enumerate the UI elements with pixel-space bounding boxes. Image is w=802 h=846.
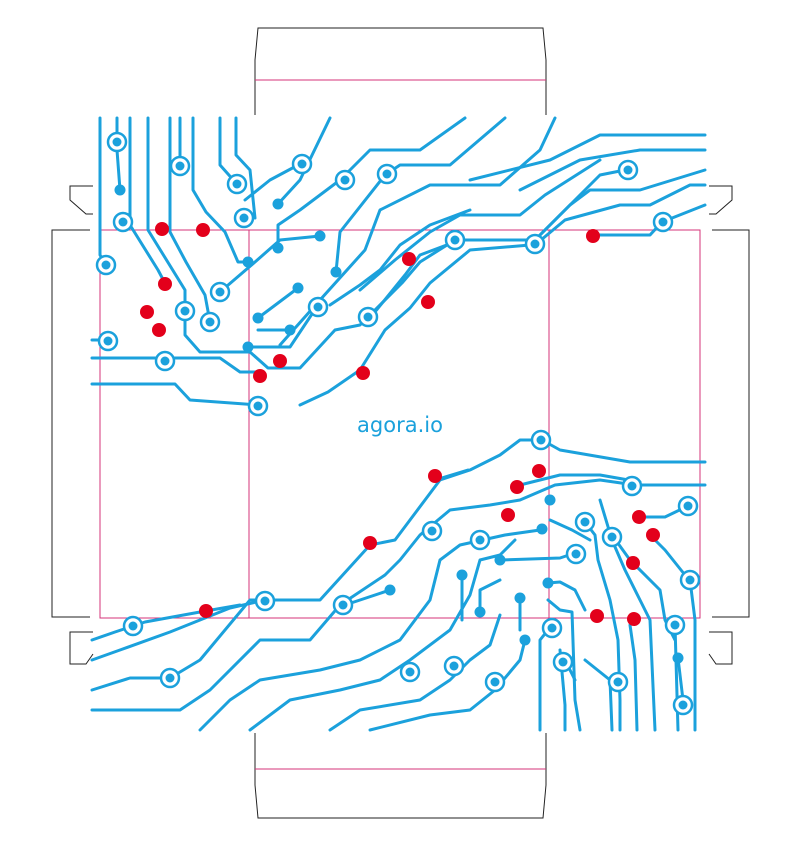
red-node xyxy=(590,609,604,623)
solid-dot-node xyxy=(544,494,556,506)
ring-node-center xyxy=(670,620,680,630)
ring-node-center xyxy=(205,317,215,327)
ring-node-center xyxy=(580,517,590,527)
dieline-fold-lines xyxy=(99,79,701,770)
ring-node-center xyxy=(547,623,557,633)
circuit-solid-dots xyxy=(114,184,684,664)
red-node xyxy=(356,366,370,380)
circuit-traces-lower xyxy=(90,438,707,732)
red-node xyxy=(626,556,640,570)
ring-node-center xyxy=(613,677,623,687)
red-node xyxy=(627,612,641,626)
solid-dot-node xyxy=(542,577,554,589)
red-node xyxy=(510,480,524,494)
ring-node-center xyxy=(118,217,128,227)
ring-node-center xyxy=(382,169,392,179)
ring-node-center xyxy=(427,526,437,536)
solid-dot-node xyxy=(536,523,548,535)
ring-node-center xyxy=(112,137,122,147)
ring-node-center xyxy=(558,657,568,667)
ring-node-center xyxy=(260,596,270,606)
red-node xyxy=(363,536,377,550)
solid-dot-node xyxy=(514,592,526,604)
ring-node-center xyxy=(571,549,581,559)
red-node xyxy=(196,223,210,237)
ring-node-center xyxy=(103,336,113,346)
ring-node-center xyxy=(490,677,500,687)
red-node xyxy=(152,323,166,337)
solid-dot-node xyxy=(114,184,126,196)
ring-node-center xyxy=(175,161,185,171)
ring-node-center xyxy=(678,700,688,710)
ring-node-center xyxy=(340,175,350,185)
solid-dot-node xyxy=(284,324,296,336)
ring-node-center xyxy=(297,159,307,169)
red-node xyxy=(421,295,435,309)
ring-node-center xyxy=(530,239,540,249)
solid-dot-node xyxy=(314,230,326,242)
solid-dot-node xyxy=(519,634,531,646)
logo-wordmark: agora.io xyxy=(357,413,443,437)
red-node xyxy=(532,464,546,478)
ring-node-center xyxy=(128,621,138,631)
red-node xyxy=(140,305,154,319)
solid-dot-node xyxy=(242,256,254,268)
ring-node-center xyxy=(685,575,695,585)
ring-node-center xyxy=(607,532,617,542)
solid-dot-node xyxy=(474,606,486,618)
solid-dot-node xyxy=(242,341,254,353)
ring-node-center xyxy=(449,661,459,671)
red-node xyxy=(501,508,515,522)
ring-node-center xyxy=(683,501,693,511)
solid-dot-node xyxy=(272,242,284,254)
red-node xyxy=(273,354,287,368)
red-node xyxy=(402,252,416,266)
solid-dot-node xyxy=(384,584,396,596)
ring-node-center xyxy=(658,217,668,227)
ring-node-center xyxy=(627,481,637,491)
solid-dot-node xyxy=(292,282,304,294)
red-node xyxy=(428,469,442,483)
ring-node-center xyxy=(338,600,348,610)
ring-node-center xyxy=(253,401,263,411)
ring-node-center xyxy=(536,435,546,445)
ring-node-center xyxy=(239,213,249,223)
red-node xyxy=(199,604,213,618)
ring-node-center xyxy=(165,673,175,683)
ring-node-center xyxy=(313,302,323,312)
red-node xyxy=(632,510,646,524)
red-node xyxy=(586,229,600,243)
ring-node-center xyxy=(475,535,485,545)
ring-node-center xyxy=(363,312,373,322)
ring-node-center xyxy=(450,235,460,245)
solid-dot-node xyxy=(672,652,684,664)
ring-node-center xyxy=(623,165,633,175)
circuit-red-nodes xyxy=(140,222,660,626)
red-node xyxy=(646,528,660,542)
ring-node-center xyxy=(405,667,415,677)
circuit-ring-nodes xyxy=(95,131,701,716)
ring-node-center xyxy=(232,179,242,189)
red-node xyxy=(155,222,169,236)
ring-node-center xyxy=(215,287,225,297)
ring-node-center xyxy=(180,306,190,316)
solid-dot-node xyxy=(330,266,342,278)
agora-logo: agora.io xyxy=(357,413,443,437)
solid-dot-node xyxy=(456,569,468,581)
solid-dot-node xyxy=(272,198,284,210)
ring-node-center xyxy=(101,260,111,270)
red-node xyxy=(158,277,172,291)
ring-node-center xyxy=(160,356,170,366)
solid-dot-node xyxy=(494,554,506,566)
solid-dot-node xyxy=(252,312,264,324)
dieline-cut-lines xyxy=(51,27,750,819)
red-node xyxy=(253,369,267,383)
